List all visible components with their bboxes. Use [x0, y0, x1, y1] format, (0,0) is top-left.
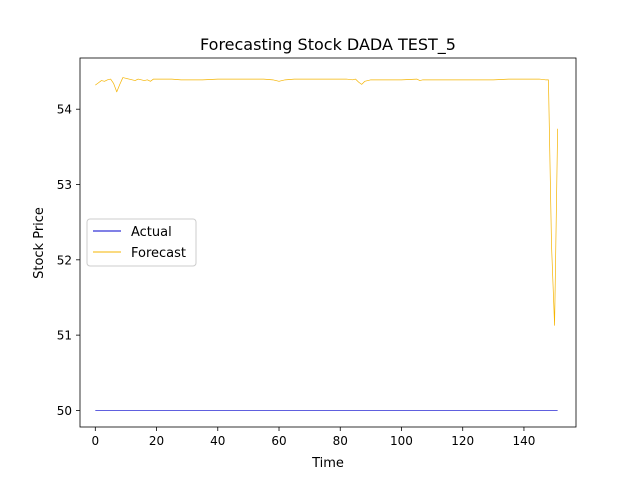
x-tick-label: 40: [210, 434, 225, 448]
y-tick-label: 51: [57, 329, 72, 343]
y-tick-label: 52: [57, 253, 72, 267]
chart-title: Forecasting Stock DADA TEST_5: [200, 35, 456, 55]
x-tick-label: 80: [333, 434, 348, 448]
y-tick-label: 53: [57, 178, 72, 192]
y-tick-label: 50: [57, 404, 72, 418]
plot-frame: [79, 57, 577, 428]
y-axis: 50 51 52 53 54: [57, 103, 80, 418]
x-tick-label: 20: [149, 434, 164, 448]
x-tick-label: 60: [271, 434, 286, 448]
series-line-forecast: [95, 77, 558, 326]
series-layer: [95, 77, 558, 411]
x-tick-label: 100: [390, 434, 413, 448]
legend-label-forecast: Forecast: [131, 246, 186, 261]
legend-label-actual: Actual: [131, 225, 172, 240]
x-axis: 0 20 40 60 80 100 120 140: [91, 427, 535, 448]
x-axis-label: Time: [311, 456, 344, 471]
x-tick-label: 140: [512, 434, 535, 448]
legend: Actual Forecast: [86, 218, 197, 267]
y-axis-label: Stock Price: [32, 207, 47, 279]
x-tick-label: 120: [451, 434, 474, 448]
y-tick-label: 54: [57, 103, 72, 117]
x-tick-label: 0: [91, 434, 99, 448]
